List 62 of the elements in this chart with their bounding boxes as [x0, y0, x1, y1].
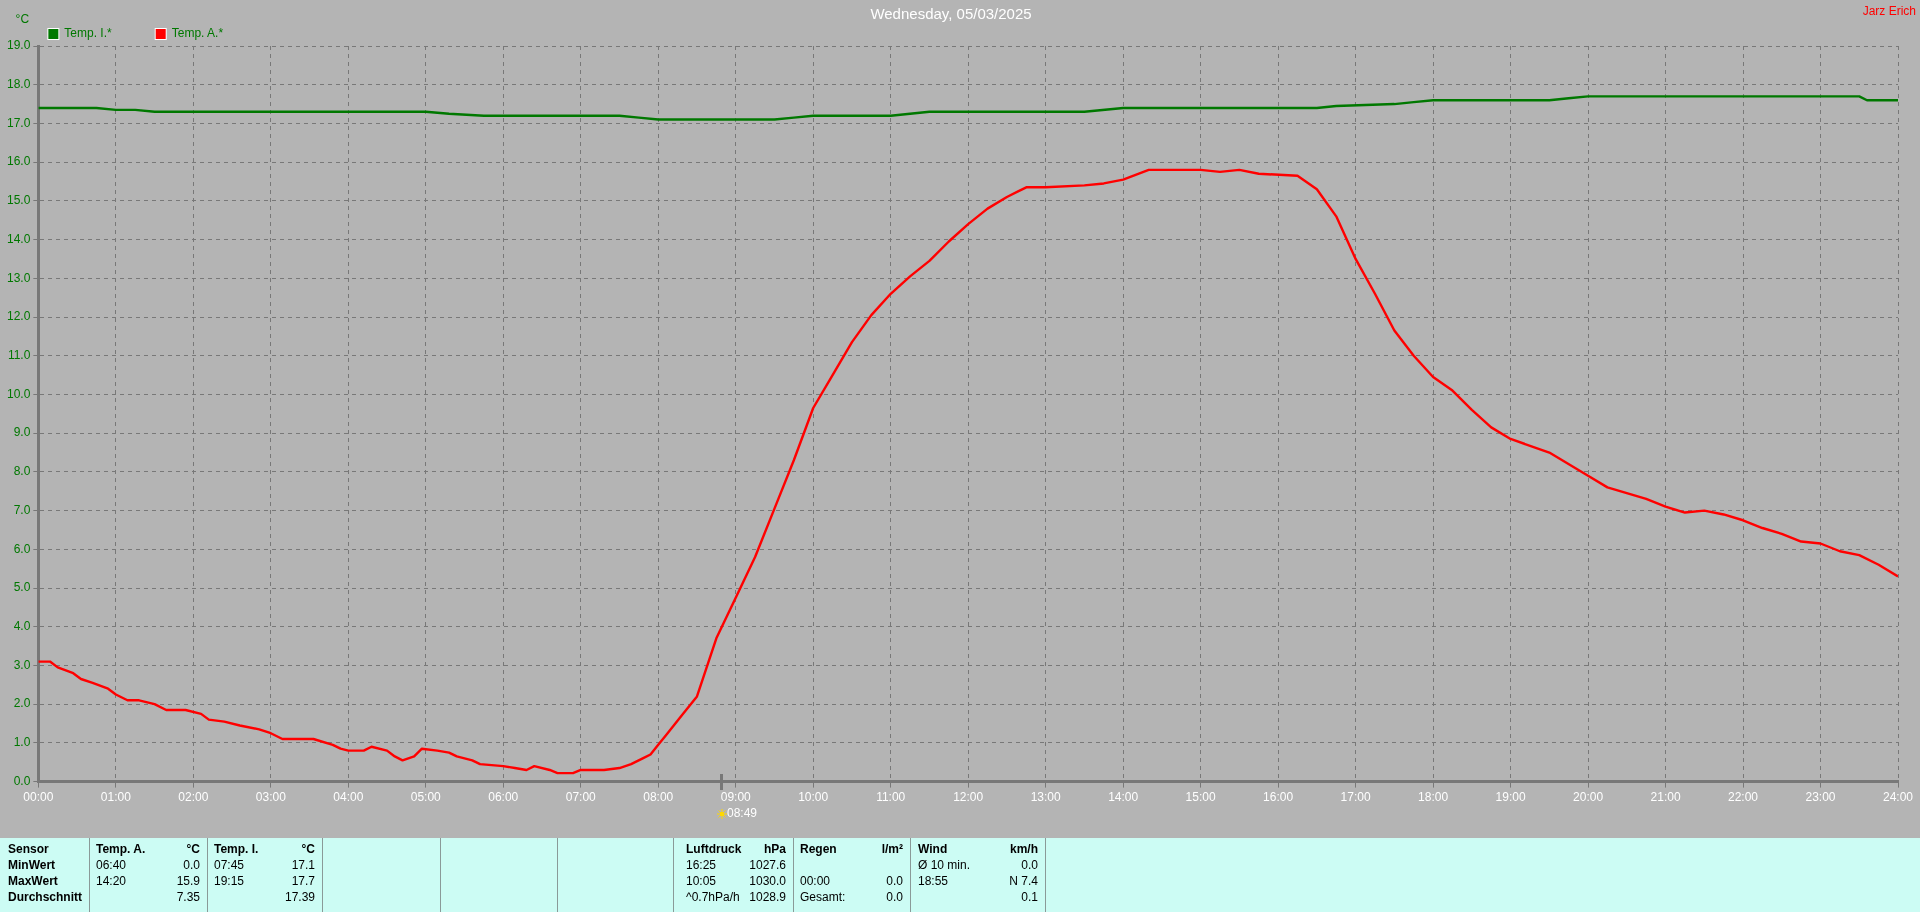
y-tick-label: 2.0 — [13, 696, 31, 711]
x-tick-label: 21:00 — [1650, 790, 1681, 805]
x-tick-label: 14:00 — [1108, 790, 1139, 805]
x-tick-label: 13:00 — [1030, 790, 1061, 805]
x-tick-label: 11:00 — [876, 790, 906, 805]
x-tick-label: 10:00 — [798, 790, 829, 805]
x-tick-label: 06:00 — [488, 790, 519, 805]
x-tick-label: 05:00 — [410, 790, 442, 805]
x-tick-label: 24:00 — [1882, 790, 1914, 805]
y-tick-label: 15.0 — [7, 193, 31, 208]
text: Temp. I. 07:45 19:15 — [214, 841, 259, 889]
x-tick-label: 03:00 — [255, 790, 287, 805]
y-tick-label: 5.0 — [13, 580, 31, 595]
text: 08:49 — [727, 805, 758, 820]
y-tick-label: 18.0 — [7, 77, 31, 92]
x-tick-label: 02:00 — [178, 790, 209, 805]
y-tick-label: 4.0 — [13, 619, 31, 634]
y-tick-label: 1.0 — [13, 735, 31, 750]
x-tick-label: 23:00 — [1805, 790, 1836, 805]
y-tick-label: 12.0 — [7, 309, 31, 324]
x-tick-label: 20:00 — [1573, 790, 1604, 805]
text: l/m² 0.0 0.0 — [881, 842, 903, 904]
x-tick-label: 22:00 — [1728, 790, 1759, 805]
x-tick-label: 07:00 — [565, 790, 597, 805]
y-tick-label: 3.0 — [13, 657, 31, 672]
legend-label: Temp. A.* — [171, 26, 224, 41]
x-tick-label: 19:00 — [1495, 790, 1526, 805]
y-tick-label: 0.0 — [13, 773, 31, 788]
text: km/h 0.0 N 7.4 0.1 — [1009, 841, 1038, 905]
text: Wind Ø 10 min. 18:55 — [918, 841, 971, 889]
x-tick-label: 04:00 — [333, 790, 364, 805]
text: hPa 1027.6 1030.0 1028.9 — [749, 841, 786, 905]
y-tick-label: 14.0 — [7, 231, 31, 246]
x-tick-label: 15:00 — [1185, 790, 1216, 805]
y-tick-label: 17.0 — [7, 115, 31, 130]
text: Regen 00:00 Gesamt: — [800, 842, 846, 904]
x-tick-label: 09:00 — [720, 790, 752, 805]
x-tick-label: 17:00 — [1340, 790, 1371, 805]
x-tick-label: 16:00 — [1263, 790, 1294, 805]
x-tick-label: 08:00 — [643, 790, 674, 805]
y-tick-label: 6.0 — [13, 541, 31, 556]
y-tick-label: 19.0 — [7, 38, 31, 53]
y-tick-label: 10.0 — [7, 386, 31, 401]
x-tick-label: 00:00 — [23, 790, 54, 805]
y-tick-label: 11.0 — [7, 348, 31, 363]
text: °C 17.1 17.7 17.39 — [284, 841, 315, 905]
y-tick-label: 8.0 — [13, 464, 31, 479]
y-tick-label: 7.0 — [13, 502, 31, 517]
x-tick-label: 01:00 — [100, 790, 132, 805]
y-tick-label: 13.0 — [7, 270, 31, 285]
y-axis-title: °C — [15, 12, 30, 27]
x-tick-label: 12:00 — [953, 790, 984, 805]
text: Jarz Erich — [1862, 4, 1916, 19]
text: Luftdruck 16:25 10:05 ^0.7hPa/h — [686, 841, 742, 905]
text: °C 0.0 15.9 7.35 — [176, 841, 200, 905]
chart-title: Wednesday, 05/03/2025 — [870, 5, 1032, 23]
text: Sensor MinWert MaxWert Durchschnitt — [8, 841, 83, 905]
legend-label: Temp. I.* — [64, 26, 113, 41]
text: Temp. A. 06:40 14:20 — [96, 841, 146, 889]
x-tick-label: 18:00 — [1418, 790, 1449, 805]
y-tick-label: 16.0 — [7, 154, 31, 169]
y-tick-label: 9.0 — [13, 425, 31, 440]
